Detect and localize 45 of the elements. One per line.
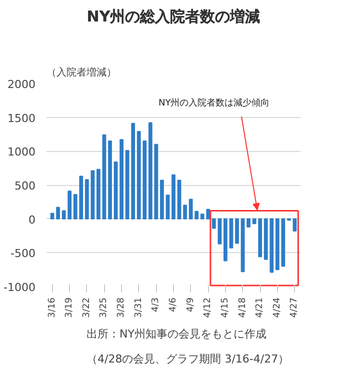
y-tick-label: -1000 <box>4 281 36 294</box>
x-tick-label: 4/27 <box>290 297 300 318</box>
bar <box>229 218 234 248</box>
bar <box>50 212 54 220</box>
x-tick-label: 4/18 <box>238 297 248 318</box>
chart-title: NY州の総入院者数の増減 <box>86 8 260 26</box>
annotation: NY州の入院者数は減少傾向 <box>158 98 270 108</box>
bar <box>102 134 106 220</box>
x-tick-label: 3/19 <box>64 297 75 318</box>
bar <box>96 168 100 220</box>
y-tick-label: 500 <box>14 180 36 192</box>
x-tick-label: 4/21 <box>255 297 266 318</box>
bar <box>172 174 176 220</box>
x-tick-label: 3/25 <box>99 297 110 318</box>
x-tick-label: 4/6 <box>168 297 178 312</box>
x-tick-label: 3/31 <box>134 297 144 318</box>
x-tick-label: 4/24 <box>272 297 282 318</box>
bar <box>183 204 187 220</box>
y-tick-label: 1000 <box>8 146 36 159</box>
bar <box>240 218 245 272</box>
bar <box>224 218 228 262</box>
x-tick-label: 3/16 <box>47 297 58 318</box>
y-tick-label: -500 <box>10 247 36 260</box>
x-tick-label: 4/15 <box>220 297 230 318</box>
bar <box>235 218 239 244</box>
bar <box>114 161 118 220</box>
x-tick-label: 4/3 <box>151 298 162 312</box>
bar <box>120 139 124 220</box>
x-tick-label: 3/22 <box>82 297 92 318</box>
text: （4/28の会見、グラフ期間 3/16-4/27） <box>86 352 290 366</box>
x-tick-label: 4/12 <box>203 297 214 318</box>
bar <box>56 206 60 220</box>
y-tick-label: 1500 <box>8 112 36 125</box>
bar <box>160 180 164 220</box>
bar <box>177 180 182 220</box>
x-tick-label: 3/28 <box>116 297 127 318</box>
x-tick-label: 4/9 <box>186 297 196 312</box>
text: 出所：NY州知事の会見をもとに作成 <box>86 328 266 340</box>
y-tick-label: 2000 <box>8 78 36 91</box>
y-tick-label: 0 <box>28 213 36 226</box>
bar <box>246 218 250 228</box>
bar <box>108 140 112 220</box>
y-axis-title: （入院者増減） <box>46 66 116 78</box>
bar <box>166 194 170 220</box>
bar <box>292 218 297 232</box>
